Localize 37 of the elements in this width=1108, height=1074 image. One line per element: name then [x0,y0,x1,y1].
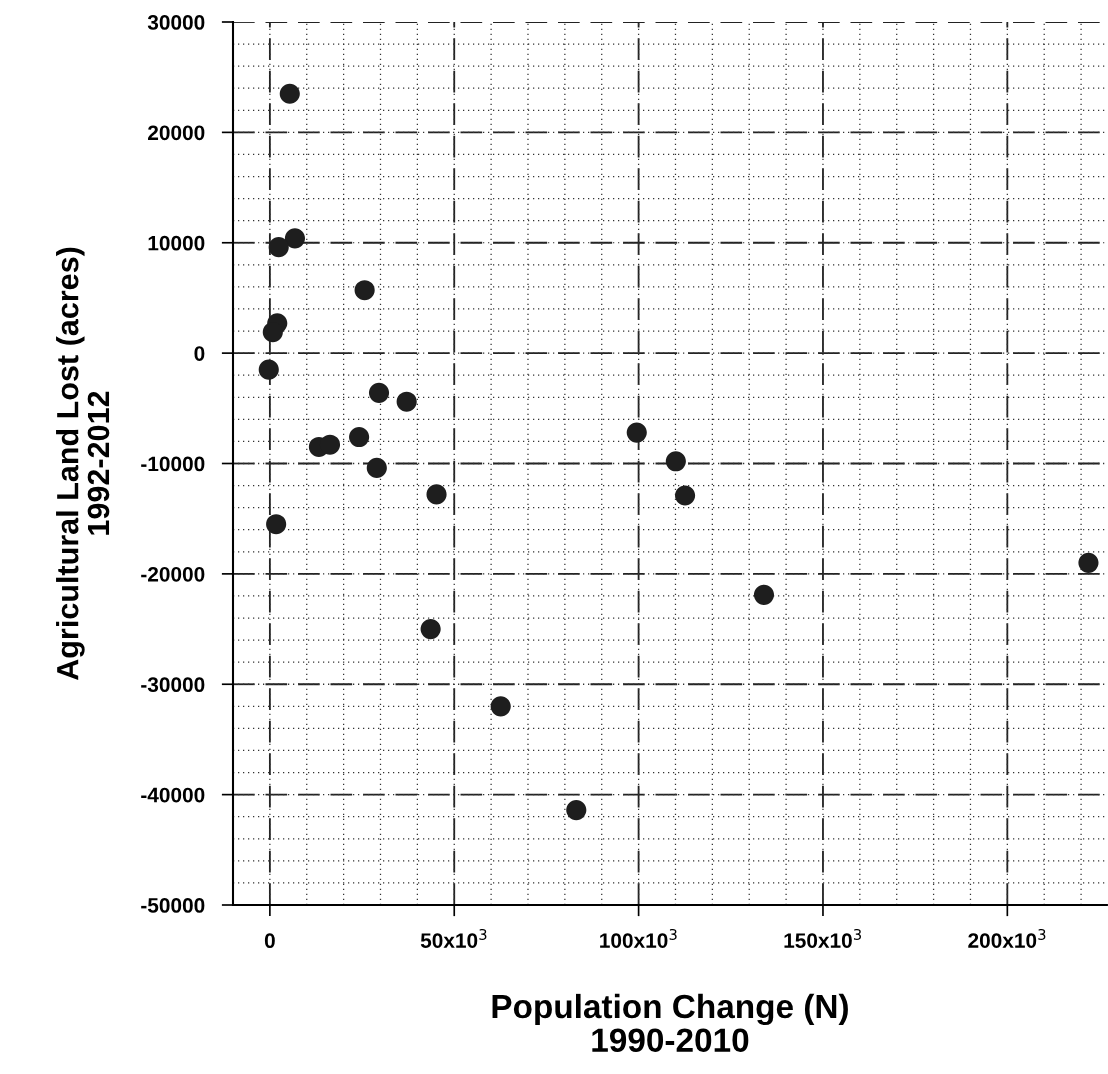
point [262,322,283,343]
y-tick-label: 0 [194,346,205,361]
point [566,800,587,821]
point [1078,552,1099,573]
point [258,359,279,380]
point [319,434,341,455]
y-tick-label: 30000 [147,15,205,30]
y-tick-label: -30000 [141,677,205,693]
point [675,485,696,506]
point [753,584,775,605]
y-axis-title: Agricultural Land Lost (acres) 1992-2012 [56,247,110,681]
point [284,228,306,249]
x-tick-label: 50x10$^{3}$ [420,928,487,948]
point [626,422,647,443]
point [266,514,287,535]
point [366,457,387,478]
point [268,237,289,258]
point [420,619,441,640]
point [396,391,417,412]
point [279,83,300,104]
point [349,426,370,448]
x-tick-label: 100x10$^{3}$ [600,928,677,948]
y-tick-label: -10000 [141,456,205,472]
x-axis-title: Population Change (N) 1990-2010 [492,993,848,1052]
point [665,451,686,472]
point [354,280,375,301]
x-tick-label: 150x10$^{3}$ [784,928,862,948]
x-tick-label: 200x10$^{3}$ [968,928,1046,948]
x-tick-label: 0 [264,933,275,949]
y-tick-label: 10000 [148,235,205,251]
y-tick-label: 20000 [148,125,205,141]
y-tick-label: -50000 [141,898,205,913]
y-tick-label: -40000 [141,787,205,803]
point [490,696,511,717]
y-tick-label: -20000 [141,566,205,582]
point [426,484,447,505]
point [368,382,390,403]
